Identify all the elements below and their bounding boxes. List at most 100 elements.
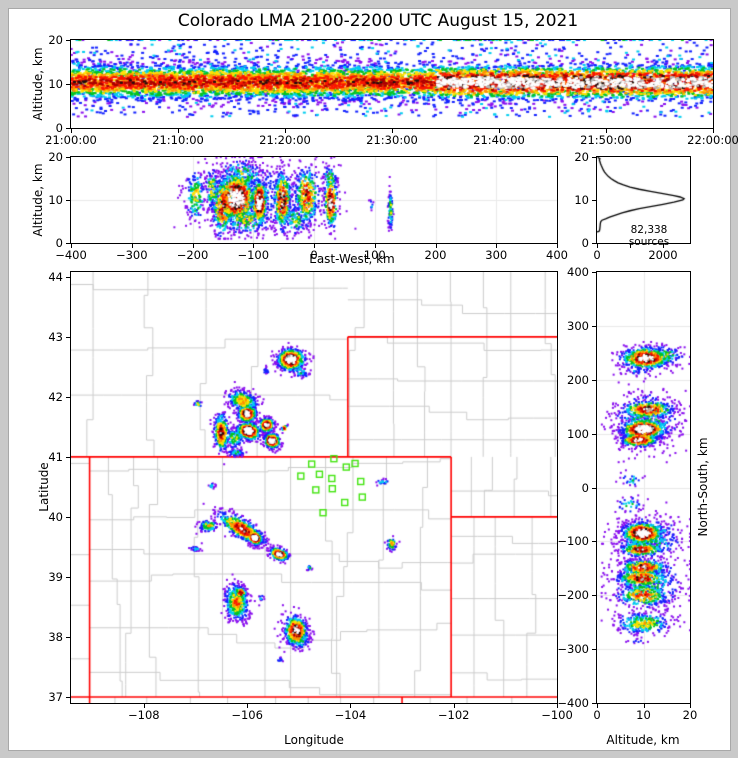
tick-label: −100 [541,708,573,722]
tick-mark [592,595,596,597]
tick-label: 0 [55,121,63,135]
tick-label: −200 [176,248,209,262]
tick-mark [592,200,596,201]
tick-label: 41 [48,449,63,464]
tick-label: 0 [593,248,601,262]
tick-mark [592,379,596,381]
tick-mark [66,456,70,458]
tick-mark [713,129,714,133]
tick-mark [592,487,596,489]
tick-mark [592,703,596,704]
tick-label: −102 [437,708,470,722]
ns-panel-ylabel: North-South, km [696,437,710,537]
tick-label: 10 [48,77,63,91]
tick-label: 10 [574,193,589,207]
tick-mark [453,704,455,708]
panel-north-south-cross-section [596,271,691,704]
tick-label: 300 [485,248,508,262]
tick-mark [66,128,70,129]
tick-mark [597,244,598,248]
altitude-histogram-canvas [597,157,690,243]
tick-mark [66,157,70,158]
tick-label: 20 [48,150,63,164]
tick-label: −400 [55,248,87,262]
tick-mark [690,704,691,708]
tick-mark [350,704,352,708]
tick-label: 43 [48,329,63,344]
tick-label: 22:00:00 [687,133,738,147]
tick-mark [247,704,249,708]
tick-label: −106 [231,708,263,722]
tick-mark [66,200,70,201]
tick-mark [592,243,596,244]
panel-altitude-histogram [596,156,691,244]
tick-label: 21:40:00 [473,133,525,147]
tick-mark [435,244,437,248]
tick-mark [178,129,179,133]
tick-label: −100 [557,534,589,549]
tick-label: −104 [334,708,367,722]
tick-label: −300 [115,248,148,262]
tick-mark [131,244,133,248]
tick-mark [66,576,70,578]
tick-label: 21:10:00 [152,133,204,147]
tick-label: 21:50:00 [580,133,632,147]
tick-label: 21:30:00 [366,133,418,147]
tick-label: 42 [48,389,63,404]
tick-label: 200 [424,248,447,262]
tick-label: 200 [567,372,589,387]
tick-label: 0 [581,236,589,250]
tick-label: 400 [546,248,568,262]
tick-mark [71,129,72,133]
tick-mark [314,244,315,248]
tick-mark [66,696,70,698]
plan-view-map-canvas [71,272,557,703]
tick-mark [192,244,194,248]
map-xlabel: Longitude [284,733,344,747]
tick-label: 38 [48,629,63,644]
tick-label: −108 [128,708,160,722]
tick-label: 100 [567,426,589,441]
tick-label: 39 [48,569,63,584]
tick-label: 40 [48,509,63,524]
tick-mark [643,704,645,708]
tick-mark [374,244,376,248]
tick-mark [557,704,558,708]
ns-panel-xlabel: Altitude, km [606,733,680,747]
tick-mark [66,276,70,278]
tick-mark [557,244,558,248]
tick-label: 0 [310,248,318,262]
tick-label: 21:00:00 [45,133,97,147]
tick-mark [71,244,72,248]
tick-mark [592,541,596,543]
tick-label: 10 [48,193,63,207]
tick-label: 20 [48,33,63,47]
tick-mark [597,704,598,708]
tick-mark [606,129,607,133]
tick-label: −300 [557,642,589,657]
tick-mark [66,396,70,398]
tick-mark [592,325,596,327]
figure-title: Colorado LMA 2100-2200 UTC August 15, 20… [177,11,579,31]
tick-label: 44 [48,269,63,284]
tick-label: −200 [557,588,589,603]
tick-mark [496,244,498,248]
east-west-scatter-canvas [71,157,557,243]
tick-mark [66,336,70,338]
tick-mark [66,40,70,41]
panel-time-height [70,39,714,129]
tick-label: 10 [636,708,651,722]
tick-label: 20 [682,708,698,722]
time-height-scatter-canvas [71,40,713,128]
tick-mark [663,244,664,248]
ew-panel-xlabel: East-West, km [309,252,395,266]
north-south-scatter-canvas [597,272,690,703]
tick-mark [392,129,393,133]
tick-mark [285,129,286,133]
tick-mark [143,704,145,708]
panel-plan-view-map [70,271,558,704]
map-ylabel: Latitude [37,462,51,512]
tick-label: −100 [237,248,270,262]
tick-mark [592,157,596,158]
tick-mark [66,636,70,638]
